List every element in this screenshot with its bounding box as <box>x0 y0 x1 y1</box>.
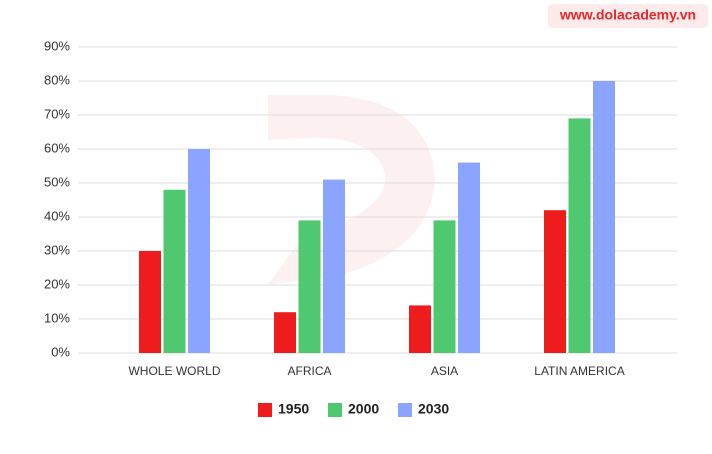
y-tick-label: 40% <box>44 208 70 223</box>
y-tick-label: 10% <box>44 310 70 325</box>
bar <box>298 220 321 353</box>
bar <box>409 305 431 353</box>
legend-swatch <box>328 403 342 417</box>
watermark-bg <box>548 4 708 28</box>
bar <box>568 118 591 354</box>
y-tick-label: 30% <box>44 242 70 257</box>
bar <box>274 312 296 353</box>
x-tick-label: WHOLE WORLD <box>128 364 220 378</box>
x-tick-label: AFRICA <box>287 364 331 378</box>
bar <box>544 210 566 353</box>
legend-label: 1950 <box>278 401 309 417</box>
bar <box>163 189 186 353</box>
y-tick-label: 70% <box>44 106 70 121</box>
logo-watermark <box>268 95 435 285</box>
y-tick-label: 90% <box>44 38 70 53</box>
x-tick-label: LATIN AMERICA <box>534 364 624 378</box>
y-tick-label: 20% <box>44 276 70 291</box>
bar <box>139 251 161 353</box>
legend-swatch <box>398 403 412 417</box>
x-tick-label: ASIA <box>431 364 458 378</box>
bar <box>433 220 456 353</box>
y-tick-label: 50% <box>44 174 70 189</box>
bar <box>458 162 480 353</box>
y-tick-label: 0% <box>51 344 70 359</box>
y-tick-label: 80% <box>44 72 70 87</box>
legend-label: 2030 <box>418 401 449 417</box>
bar <box>188 149 210 353</box>
y-tick-label: 60% <box>44 140 70 155</box>
legend-label: 2000 <box>348 401 379 417</box>
bar <box>323 179 345 353</box>
legend-swatch <box>258 403 272 417</box>
bar <box>593 81 615 353</box>
watermark: www.dolacademy.vn <box>559 7 696 23</box>
